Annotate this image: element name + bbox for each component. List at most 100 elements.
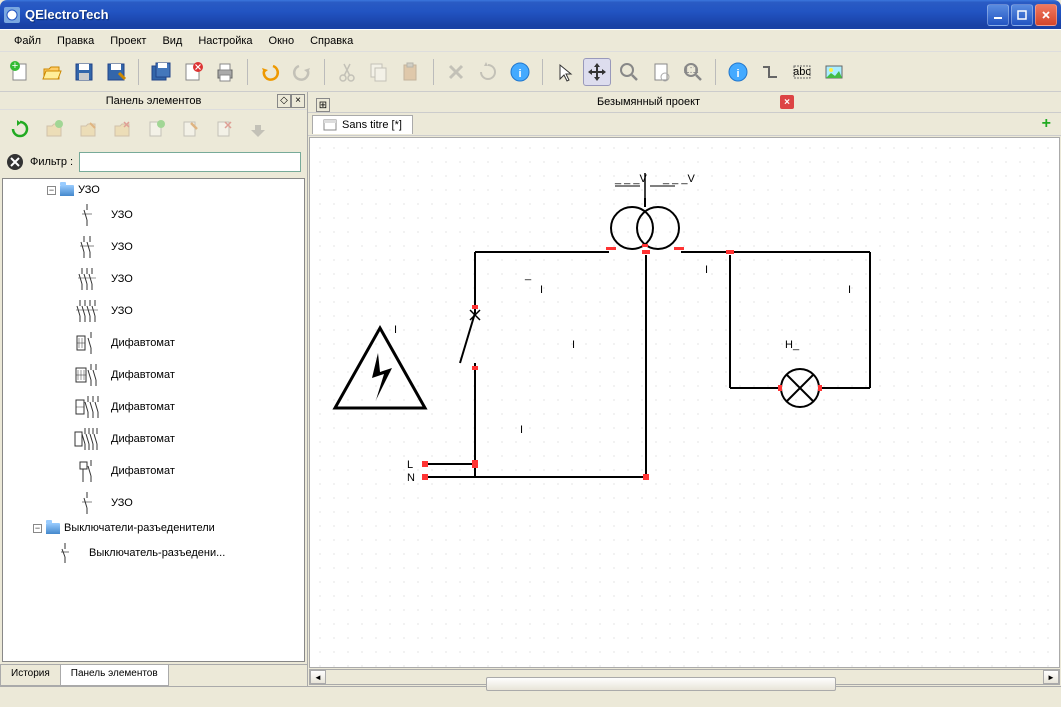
menu-file[interactable]: Файл [6,33,49,49]
wire-tool[interactable] [756,58,784,86]
elements-panel: Панель элементов ◇ × Фильтр : − [0,92,308,686]
open-button[interactable] [38,58,66,86]
collapse-icon[interactable]: − [47,186,56,195]
zoom-fit-button[interactable]: 1:1 [679,58,707,86]
folder-icon [60,185,74,196]
save-button[interactable] [70,58,98,86]
menu-project[interactable]: Проект [102,33,154,49]
filter-input[interactable] [79,152,301,172]
sheet-tab[interactable]: Sans titre [*] [312,115,413,134]
undo-button[interactable] [256,58,284,86]
svg-text:i: i [518,68,521,80]
panel-delete-element-button[interactable] [210,115,238,143]
tree-item[interactable]: Дифавтомат [3,327,304,359]
svg-text:I: I [848,284,851,296]
save-as-button[interactable] [102,58,130,86]
collapse-icon[interactable]: − [33,524,42,533]
panel-delete-folder-button[interactable] [108,115,136,143]
document-tabs: ⊞ Безымянный проект × [308,92,1061,112]
panel-reload-button[interactable] [6,115,34,143]
diagram-canvas[interactable]: _ _ _V _ _ _V [309,137,1060,668]
sheet-icon [323,119,337,131]
panel-new-element-button[interactable] [142,115,170,143]
maximize-button[interactable] [1011,4,1033,26]
canvas-area: ⊞ Безымянный проект × Sans titre [*] + _… [308,92,1061,686]
menu-window[interactable]: Окно [261,33,303,49]
doc-expand-button[interactable]: ⊞ [316,98,330,112]
panel-new-folder-button[interactable] [40,115,68,143]
panel-edit-folder-button[interactable] [74,115,102,143]
tree-item[interactable]: Дифавтомат [3,455,304,487]
tree-item[interactable]: УЗО [3,199,304,231]
tree-item[interactable]: Дифавтомат [3,359,304,391]
tree-item[interactable]: Дифавтомат [3,423,304,455]
menu-help[interactable]: Справка [302,33,361,49]
svg-text:I: I [540,284,543,296]
print-button[interactable] [211,58,239,86]
clear-filter-icon[interactable] [6,153,24,171]
tree-folder-breakers[interactable]: − Выключатели-разъеденители [3,519,304,537]
panel-tab-history[interactable]: История [0,665,61,686]
panel-edit-element-button[interactable] [176,115,204,143]
tree-item-label: УЗО [111,305,133,317]
scroll-left-button[interactable]: ◄ [310,670,326,684]
copy-button[interactable] [365,58,393,86]
menu-view[interactable]: Вид [154,33,190,49]
tree-folder-uzo[interactable]: − УЗО [3,181,304,199]
pointer-tool[interactable] [551,58,579,86]
info-button[interactable]: i [724,58,752,86]
tree-item-label: Выключатель-разъедени... [89,547,225,559]
minimize-button[interactable] [987,4,1009,26]
svg-text:i: i [736,68,739,80]
redo-button[interactable] [288,58,316,86]
page-tool[interactable] [647,58,675,86]
menu-edit[interactable]: Правка [49,33,102,49]
lamp-symbol[interactable] [778,369,822,407]
scroll-thumb[interactable] [486,677,836,691]
cut-button[interactable] [333,58,361,86]
tree-item[interactable]: Выключатель-разъедени... [3,537,304,569]
move-tool[interactable] [583,58,611,86]
panel-import-button[interactable] [244,115,272,143]
label-h: H_ [785,339,800,351]
scroll-right-button[interactable]: ► [1043,670,1059,684]
select-area-button[interactable]: abc [788,58,816,86]
tree-item[interactable]: УЗО [3,487,304,519]
tree-item[interactable]: УЗО [3,263,304,295]
zoom-tool[interactable] [615,58,643,86]
horizontal-scrollbar[interactable]: ◄ ► [309,669,1060,685]
paste-button[interactable] [397,58,425,86]
document-tab[interactable]: Безымянный проект [597,96,700,108]
sheet-tabs: Sans titre [*] + [308,112,1061,136]
panel-tab-elements[interactable]: Панель элементов [60,665,169,686]
elements-tree[interactable]: − УЗО УЗОУЗОУЗОУЗОДифавтоматДифавтоматДи… [2,178,305,662]
tree-folder-label: Выключатели-разъеденители [64,522,215,534]
new-button[interactable]: + [6,58,34,86]
element-icon [73,393,101,421]
panel-close-button[interactable]: × [291,94,305,108]
panel-float-button[interactable]: ◇ [277,94,291,108]
tree-item-label: Дифавтомат [111,337,175,349]
tree-folder-label: УЗО [78,184,100,196]
document-close-button[interactable]: × [780,95,794,109]
image-button[interactable] [820,58,848,86]
svg-text:I: I [394,324,397,336]
close-button[interactable] [1035,4,1057,26]
help-button[interactable]: i [506,58,534,86]
tree-item[interactable]: УЗО [3,231,304,263]
close-doc-button[interactable] [179,58,207,86]
delete-button[interactable] [442,58,470,86]
transformer-symbol[interactable] [606,198,684,250]
menu-settings[interactable]: Настройка [190,33,260,49]
filter-row: Фильтр : [0,148,307,176]
panel-tabs: История Панель элементов [0,664,307,686]
rotate-button[interactable] [474,58,502,86]
add-sheet-button[interactable]: + [1042,115,1051,133]
tree-item[interactable]: УЗО [3,295,304,327]
label-v-left: _ _ _V [614,173,647,185]
tree-item-label: Дифавтомат [111,433,175,445]
switch-symbol[interactable] [460,305,480,370]
save-all-button[interactable] [147,58,175,86]
warning-symbol[interactable] [335,328,425,408]
tree-item[interactable]: Дифавтомат [3,391,304,423]
